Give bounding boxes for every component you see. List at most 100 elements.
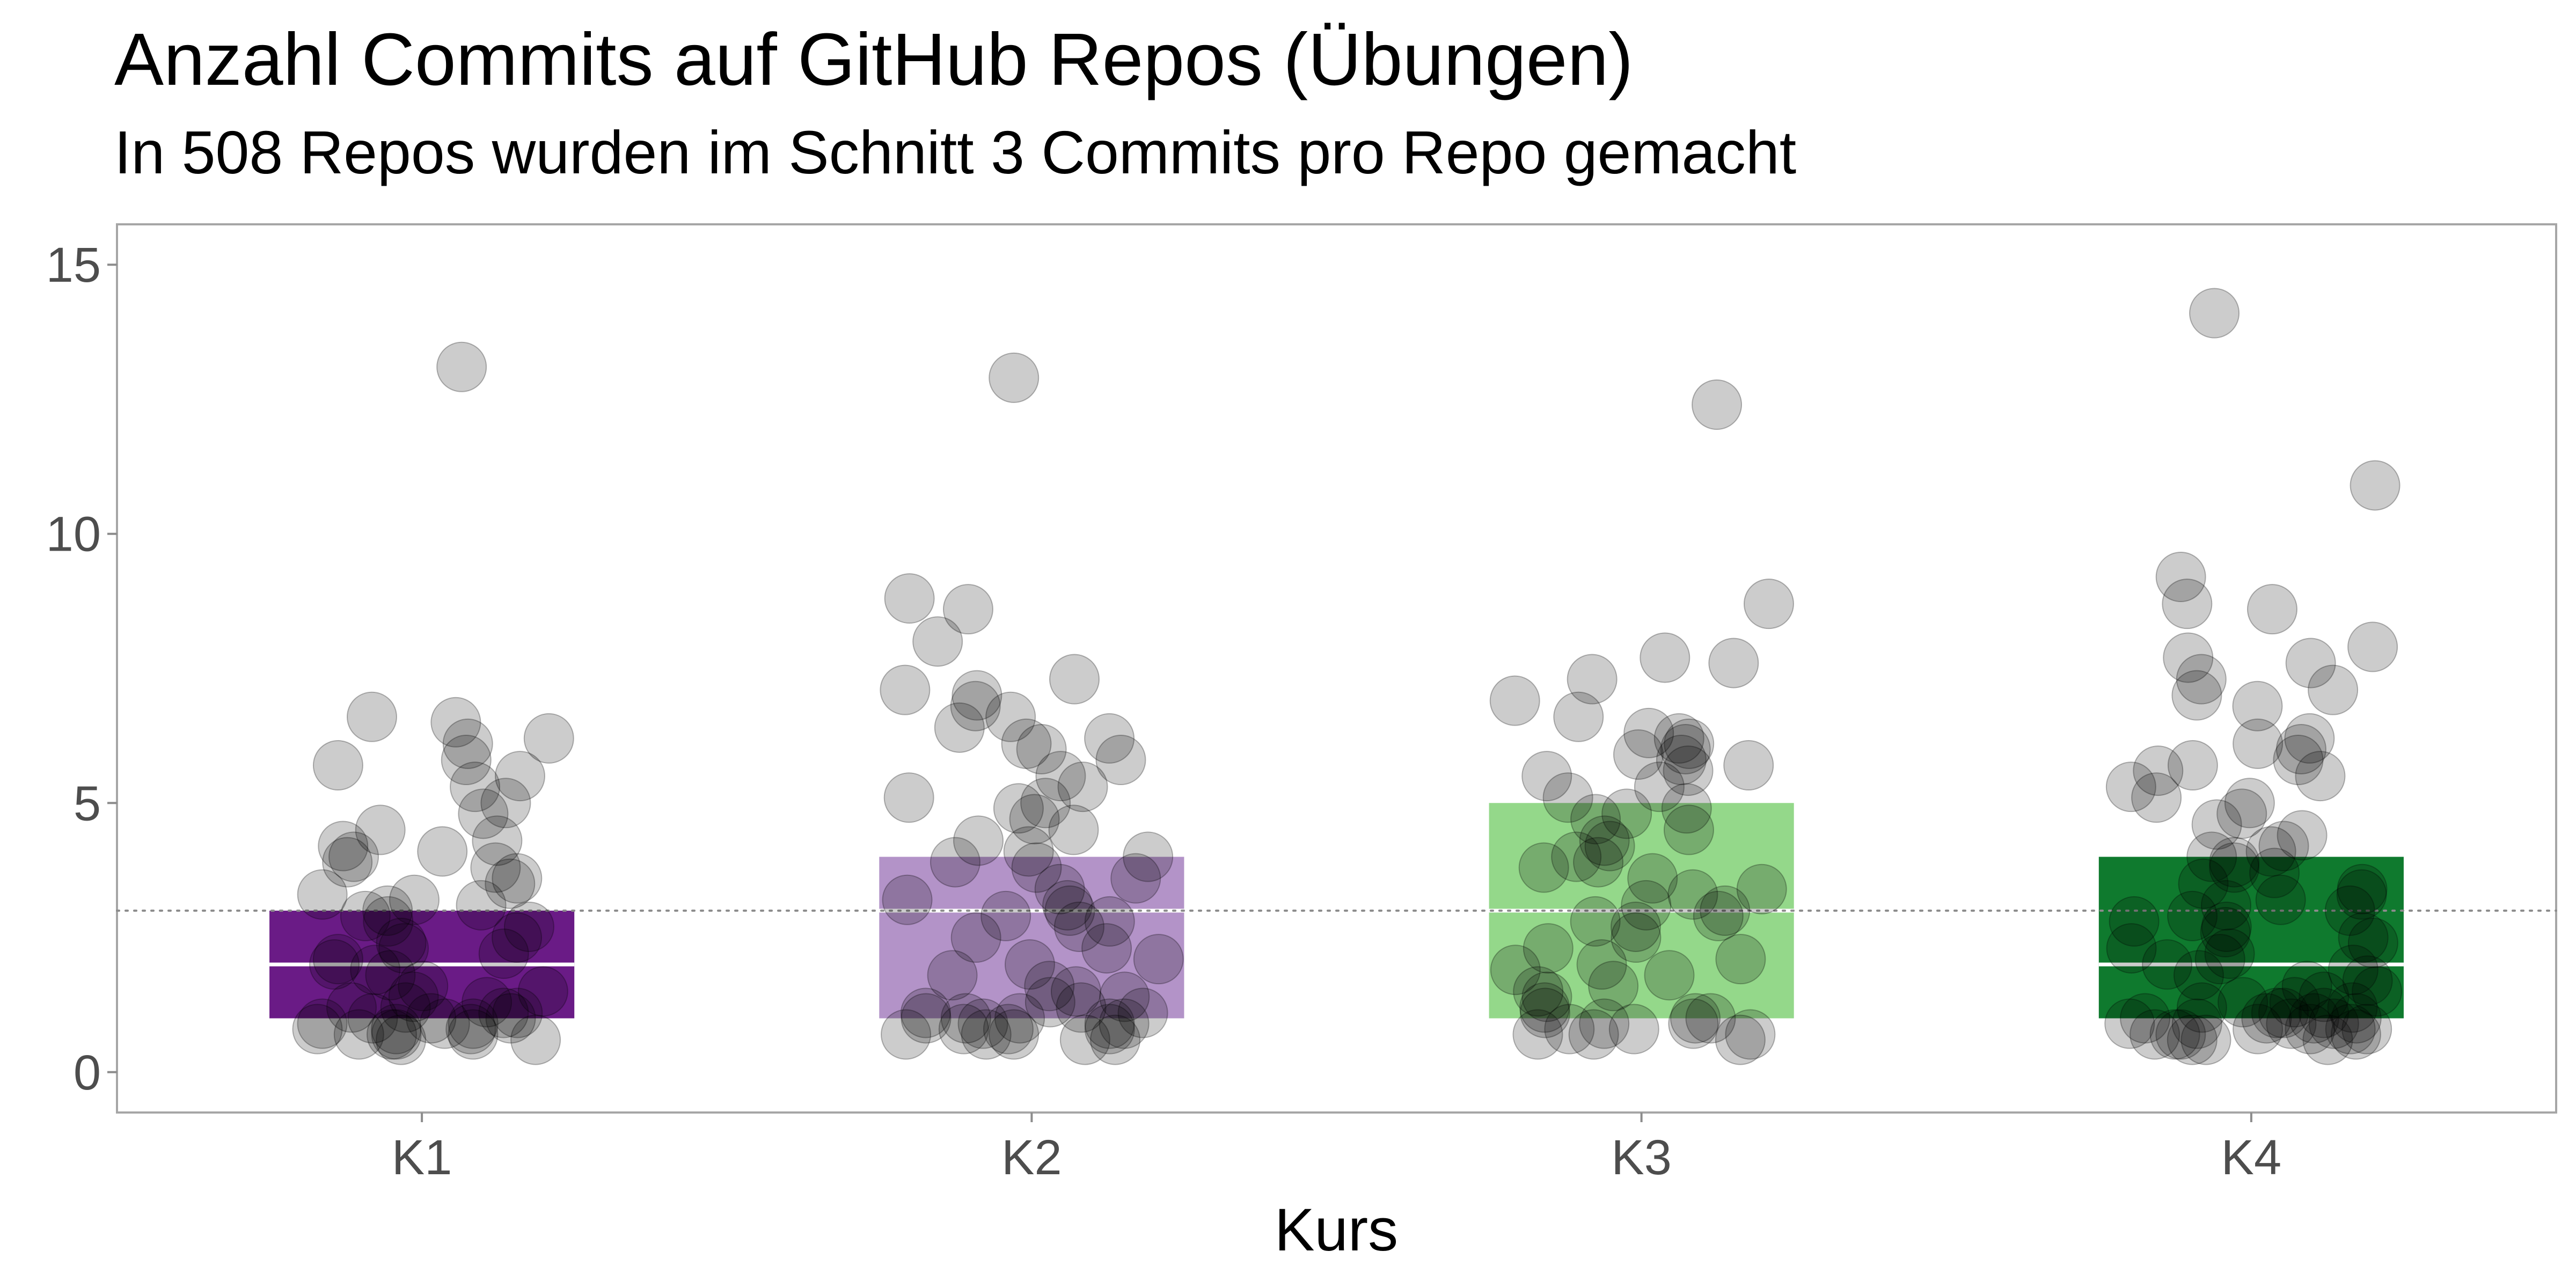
data-point-k4 xyxy=(2131,772,2182,823)
data-point-k2 xyxy=(957,998,1008,1049)
data-point-k2 xyxy=(1049,654,1100,705)
data-point-k4 xyxy=(2285,1004,2336,1055)
data-point-k3 xyxy=(1588,961,1639,1012)
data-point-k3 xyxy=(1692,379,1743,430)
data-point-k1 xyxy=(297,998,348,1049)
points-layer xyxy=(292,288,2403,1065)
x-tick-label: K1 xyxy=(392,1130,452,1185)
data-point-k3 xyxy=(1623,707,1674,758)
data-point-k2 xyxy=(1099,998,1150,1049)
data-point-k1 xyxy=(355,804,406,855)
data-point-k2 xyxy=(950,680,1001,731)
data-point-k4 xyxy=(2327,982,2378,1033)
data-point-k1 xyxy=(378,923,429,974)
data-point-k3 xyxy=(1490,945,1541,996)
x-axis-title: Kurs xyxy=(1275,1196,1398,1263)
data-point-k2 xyxy=(1020,778,1071,829)
data-point-k1 xyxy=(485,858,536,909)
data-point-k2 xyxy=(1011,842,1062,893)
y-tick-label: 0 xyxy=(74,1045,101,1100)
data-point-k1 xyxy=(398,961,449,1012)
data-point-k3 xyxy=(1576,939,1627,990)
data-point-k2 xyxy=(1009,794,1060,845)
data-point-k2 xyxy=(1042,880,1093,931)
data-point-k3 xyxy=(1570,794,1621,845)
chart-subtitle: In 508 Repos wurden im Schnitt 3 Commits… xyxy=(114,119,1797,186)
data-point-k4 xyxy=(2325,1004,2376,1055)
data-point-k4 xyxy=(2171,998,2222,1049)
data-point-k1 xyxy=(510,1014,561,1065)
data-point-k1 xyxy=(376,1014,427,1065)
data-point-k1 xyxy=(458,788,509,839)
data-point-k2 xyxy=(1084,896,1135,947)
data-point-k1 xyxy=(347,993,398,1044)
data-point-k1 xyxy=(362,885,413,936)
data-point-k3 xyxy=(1573,837,1624,888)
data-point-k1 xyxy=(380,982,431,1033)
data-point-k4 xyxy=(2241,993,2292,1044)
y-axis: 0 5 10 15 xyxy=(46,238,117,1100)
data-point-k3 xyxy=(1668,998,1719,1049)
data-point-k4 xyxy=(2266,998,2317,1049)
data-point-k4 xyxy=(2120,993,2171,1044)
data-point-k2 xyxy=(881,1009,932,1060)
data-point-k3 xyxy=(1693,890,1744,941)
data-point-k2 xyxy=(1044,885,1095,936)
data-point-k3 xyxy=(1579,815,1630,866)
data-point-k1 xyxy=(478,987,529,1038)
data-point-k1 xyxy=(312,740,363,791)
data-point-k4 xyxy=(2104,998,2155,1049)
data-point-k4 xyxy=(2191,799,2242,850)
data-point-k2 xyxy=(985,691,1036,742)
data-point-k4 xyxy=(2155,1009,2206,1060)
data-point-k3 xyxy=(1519,982,1570,1033)
data-point-k1 xyxy=(318,821,369,872)
data-point-k1 xyxy=(292,1004,343,1055)
data-point-k4 xyxy=(2324,885,2375,936)
data-point-k4 xyxy=(2233,718,2284,769)
data-point-k3 xyxy=(1521,971,1572,1022)
data-point-k2 xyxy=(1050,966,1101,1017)
data-point-k1 xyxy=(494,751,545,802)
data-point-k4 xyxy=(2105,762,2156,813)
data-point-k3 xyxy=(1489,675,1540,726)
data-point-k3 xyxy=(1685,993,1736,1044)
data-point-k1 xyxy=(450,762,501,813)
data-point-k1 xyxy=(503,901,554,952)
data-point-k4 xyxy=(2186,831,2237,882)
y-tick-label: 15 xyxy=(46,238,101,292)
data-point-k4 xyxy=(2129,1009,2180,1060)
data-point-k2 xyxy=(1048,804,1099,855)
data-point-k4 xyxy=(2167,890,2218,941)
data-point-k3 xyxy=(1518,842,1569,893)
data-point-k4 xyxy=(2336,869,2387,920)
box-k2 xyxy=(879,857,1184,1019)
data-point-k4 xyxy=(2347,918,2398,969)
data-point-k3 xyxy=(1644,950,1695,1001)
data-point-k3 xyxy=(1513,966,1564,1017)
data-point-k2 xyxy=(952,670,1002,721)
data-point-k4 xyxy=(2341,1004,2392,1055)
data-point-k2 xyxy=(1034,863,1085,914)
data-point-k4 xyxy=(2155,551,2206,602)
data-point-k4 xyxy=(2288,993,2339,1044)
data-point-k4 xyxy=(2216,788,2267,839)
box-k4 xyxy=(2098,857,2404,1019)
data-point-k4 xyxy=(2232,680,2283,731)
data-point-k4 xyxy=(2284,713,2335,764)
data-point-k4 xyxy=(2149,1009,2200,1060)
x-axis: K1 K2 K3 K4 xyxy=(392,1113,2281,1185)
data-point-k4 xyxy=(2163,632,2214,683)
data-point-k2 xyxy=(1133,934,1184,985)
data-point-k2 xyxy=(1084,1004,1135,1055)
data-point-k4 xyxy=(2167,740,2218,791)
data-point-k4 xyxy=(2347,621,2398,672)
data-point-k1 xyxy=(480,778,531,829)
data-point-k1 xyxy=(456,880,507,931)
data-point-k3 xyxy=(1579,998,1630,1049)
data-point-k1 xyxy=(363,896,414,947)
data-point-k2 xyxy=(1059,1014,1110,1065)
data-point-k4 xyxy=(2277,810,2328,861)
data-point-k2 xyxy=(1024,977,1075,1028)
data-point-k2 xyxy=(900,987,951,1038)
